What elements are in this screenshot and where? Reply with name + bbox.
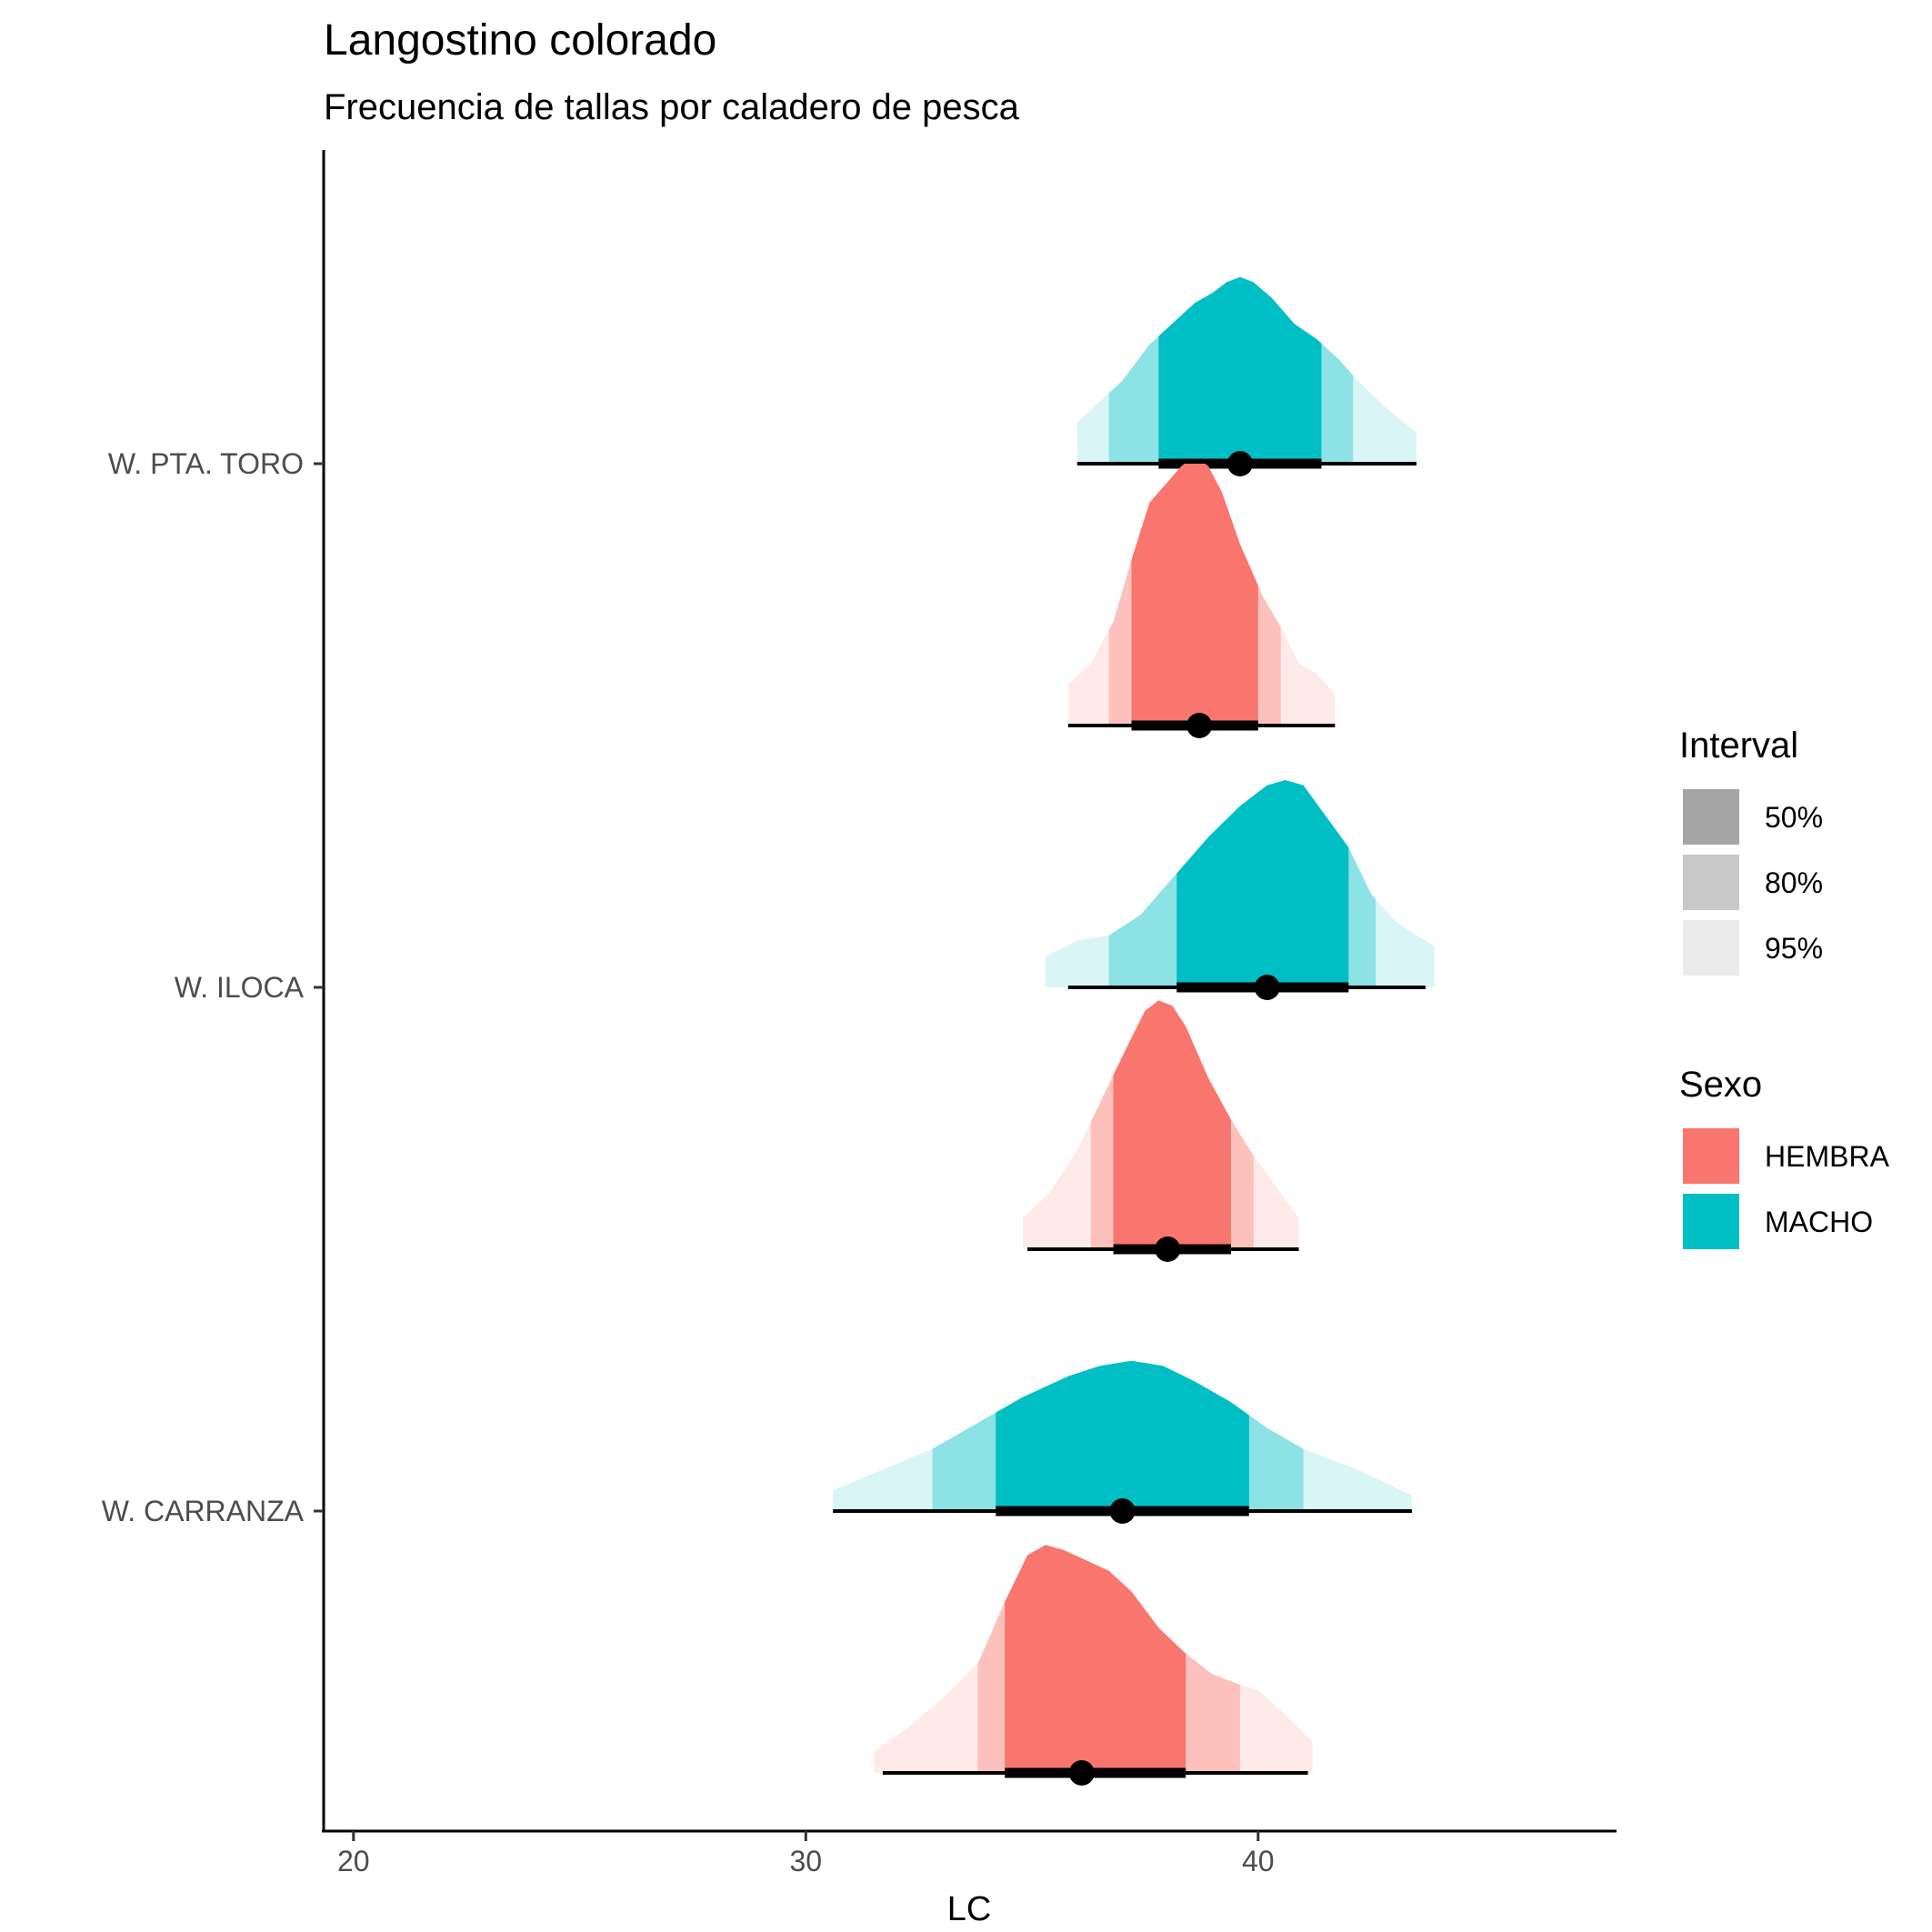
y-axis: W. PTA. TORO W. ILOCA W. CARRANZA — [102, 447, 324, 1527]
legend-key-hembra — [1683, 1128, 1739, 1184]
band-50 — [1131, 464, 1258, 726]
band-50 — [996, 1360, 1249, 1511]
median-point — [1109, 1498, 1136, 1524]
x-tick-label-30: 30 — [790, 1845, 823, 1877]
legend-key-50 — [1683, 789, 1739, 845]
density-bands — [1023, 1000, 1299, 1249]
legend-label-hembra: HEMBRA — [1765, 1140, 1890, 1173]
density-bands — [873, 1545, 1313, 1773]
median-point — [1254, 975, 1280, 1000]
band-50 — [1176, 780, 1349, 987]
legend-sexo: Sexo HEMBRA MACHO — [1679, 1065, 1890, 1249]
band-50 — [1005, 1545, 1186, 1773]
median-point — [1186, 713, 1213, 738]
median-point — [1226, 451, 1253, 476]
halfeye-w-pta-toro-macho — [1076, 276, 1416, 476]
x-tick-label-40: 40 — [1242, 1845, 1275, 1877]
legend-label-95: 95% — [1765, 932, 1823, 965]
band-50 — [1158, 276, 1322, 464]
median-point — [1068, 1760, 1095, 1786]
plot-panel — [833, 276, 1435, 1786]
legend-interval: Interval 50% 80% 95% — [1679, 726, 1823, 976]
halfeye-w-iloca-macho — [1045, 780, 1435, 1000]
x-axis: 20 30 40 — [337, 1831, 1275, 1877]
legend-label-80: 80% — [1765, 866, 1823, 899]
density-bands — [1067, 464, 1336, 726]
halfeye-w-iloca-hembra — [1023, 1000, 1299, 1262]
halfeye-w-carranza-macho — [833, 1360, 1412, 1524]
chart-subtitle: Frecuencia de tallas por caladero de pes… — [324, 87, 1020, 127]
y-tick-label-w-iloca: W. ILOCA — [175, 971, 305, 1004]
y-tick-label-w-carranza: W. CARRANZA — [102, 1495, 305, 1527]
halfeye-w-carranza-hembra — [873, 1545, 1313, 1786]
density-bands — [1045, 780, 1435, 987]
x-axis-title: LC — [947, 1890, 992, 1928]
median-point — [1155, 1236, 1181, 1262]
legend-key-macho — [1683, 1194, 1739, 1249]
legend-key-95 — [1683, 920, 1739, 976]
density-bands — [1076, 276, 1416, 464]
x-tick-label-20: 20 — [337, 1845, 370, 1877]
legend-label-50: 50% — [1765, 801, 1823, 834]
legend-label-macho: MACHO — [1765, 1206, 1873, 1238]
band-50 — [1113, 1000, 1231, 1249]
legend-interval-title: Interval — [1679, 726, 1798, 766]
legend-key-80 — [1683, 855, 1739, 910]
y-tick-label-w-pta-toro: W. PTA. TORO — [108, 447, 304, 480]
chart-title: Langostino colorado — [324, 16, 716, 65]
density-bands — [833, 1360, 1412, 1511]
halfeye-w-pta-toro-hembra — [1067, 464, 1336, 738]
legend-sexo-title: Sexo — [1679, 1065, 1762, 1105]
